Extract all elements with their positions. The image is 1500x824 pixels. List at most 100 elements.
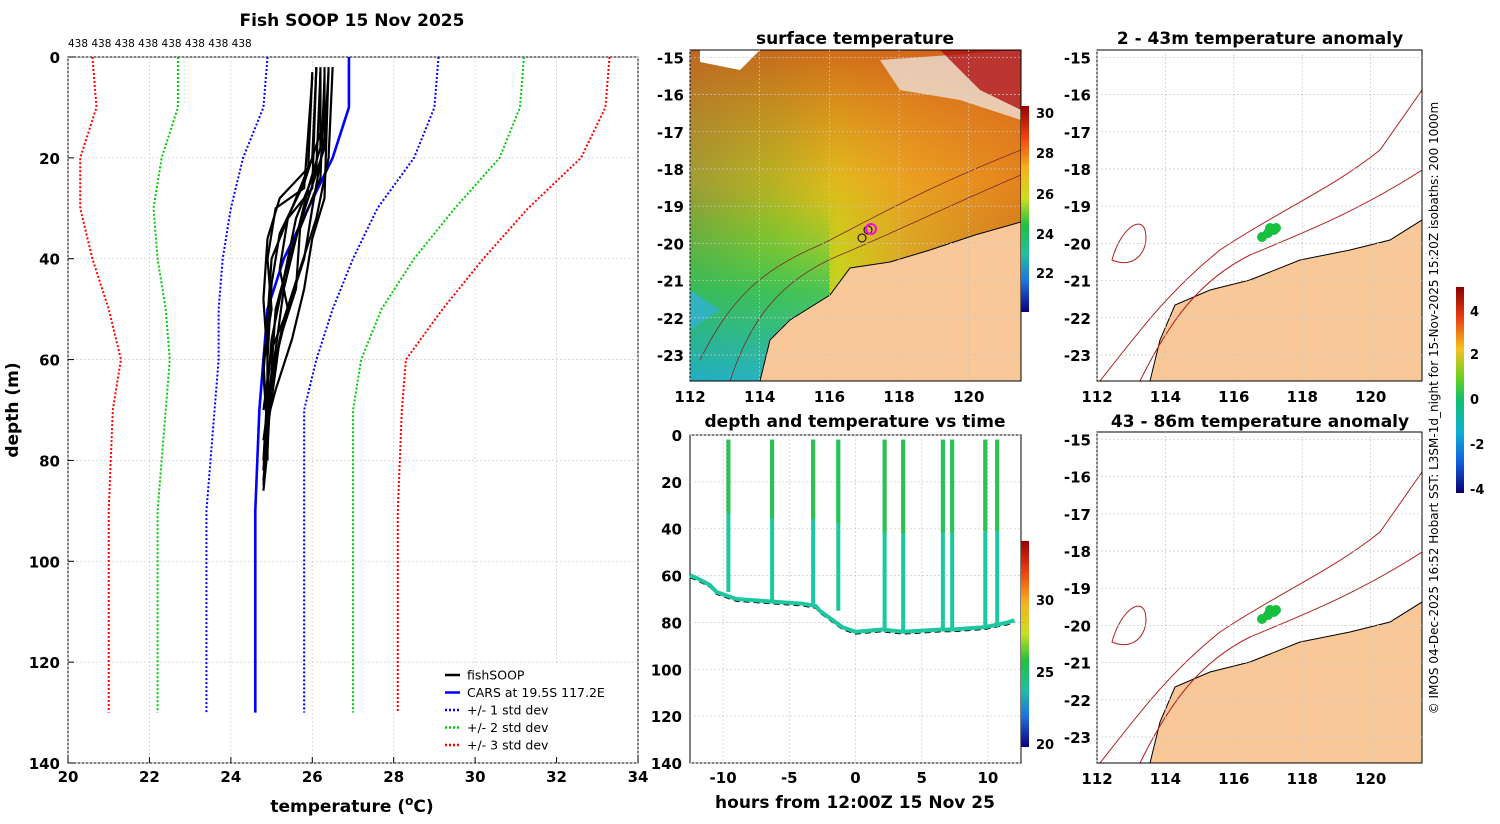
y-tick-label: 80 (39, 452, 60, 470)
x-tick-label: 118 (1287, 388, 1318, 406)
y-tick-label: -18 (657, 161, 684, 179)
colorbar-tick-label: 4 (1470, 305, 1479, 320)
x-tick-label: 34 (628, 768, 649, 786)
profile-title: Fish SOOP 15 Nov 2025 (240, 11, 465, 31)
colorbar-tick-label: 20 (1036, 738, 1054, 753)
y-tick-label: -17 (657, 124, 684, 142)
anomaly-top-panel: 2 - 43m temperature anomaly 112 114 116 118… (1064, 29, 1423, 406)
x-tick-label: 30 (465, 768, 486, 786)
time-grid (690, 434, 1021, 764)
legend-label: +/- 2 std dev (467, 720, 549, 735)
fish-soop-cast (262, 77, 314, 441)
y-tick-label: -15 (1064, 49, 1091, 67)
x-tick-label: 120 (953, 388, 984, 406)
fish-soop-cast (262, 67, 318, 411)
profile-x-ticks: 20 22 24 26 28 30 32 34 (58, 757, 649, 786)
anomaly-top-ticks: 112 114 116 118 120 -15 -16 -17 -18 -19 -20 -21 -22 -… (1064, 49, 1422, 406)
y-tick-label: 40 (661, 521, 682, 539)
x-tick-label: 116 (814, 388, 845, 406)
series--2-std-dev (352, 56, 525, 713)
y-tick-label: -17 (1064, 124, 1091, 142)
side-note: © IMOS 04-Dec-2025 16:52 Hobart SST: L3S… (1427, 102, 1441, 715)
time-casts (689, 439, 1016, 635)
time-colorbar (1021, 541, 1029, 747)
x-tick-label: 28 (383, 768, 404, 786)
y-tick-label: -16 (1064, 469, 1091, 487)
x-tick-label: 32 (546, 768, 567, 786)
x-tick-label: -10 (710, 769, 737, 787)
y-tick-label: -21 (1064, 273, 1091, 291)
anomaly-top-title: 2 - 43m temperature anomaly (1117, 29, 1403, 49)
profile-plot-area (67, 56, 639, 764)
series--2-std-dev (152, 57, 179, 713)
sst-colorbar (1021, 106, 1029, 312)
x-tick-label: 118 (1287, 770, 1318, 788)
sst-ticks: 112 114 116 118 120 -15 -16 -17 -18 -19 -20 -21 -22 -… (657, 49, 1021, 406)
legend-label: CARS at 19.5S 117.2E (467, 685, 605, 700)
sst-isobath-200 (729, 174, 1021, 381)
anomaly-colorbar (1456, 287, 1464, 493)
y-tick-label: -15 (657, 49, 684, 67)
x-tick-label: 26 (302, 768, 323, 786)
y-tick-label: -16 (1064, 87, 1091, 105)
y-tick-label: -18 (1064, 543, 1091, 561)
sst-isobath-1000 (699, 149, 1021, 361)
colorbar-tick-label: 30 (1036, 594, 1054, 609)
x-tick-label: 24 (220, 768, 241, 786)
profile-xlabel: temperature (oC) (270, 794, 433, 817)
profile-y-ticks: 0 20 40 60 80 100 120 140 (29, 49, 74, 773)
y-tick-label: 100 (651, 661, 682, 679)
anomaly-colorbar-ticks: 4 2 0 -2 -4 (1470, 305, 1484, 498)
anomaly-top-map (1097, 89, 1422, 381)
x-tick-label: 112 (1081, 388, 1112, 406)
time-xlabel: hours from 12:00Z 15 Nov 25 (715, 793, 995, 813)
x-tick-label: 20 (58, 768, 79, 786)
legend-label: +/- 3 std dev (467, 738, 549, 753)
legend-label: +/- 1 std dev (467, 703, 549, 718)
anomaly-bottom-ticks: 112 114 116 118 120 -15 -16 -17 -18 -19 -20 -21 -22 -… (1064, 431, 1422, 788)
y-tick-label: 20 (661, 474, 682, 492)
y-tick-label: -21 (1064, 655, 1091, 673)
x-tick-label: 120 (1355, 770, 1386, 788)
colorbar-tick-label: 22 (1036, 267, 1054, 282)
y-tick-label: 0 (50, 49, 60, 67)
colorbar-tick-label: 24 (1036, 228, 1054, 243)
y-tick-label: -20 (1064, 235, 1091, 253)
fish-soop-cast (266, 67, 330, 421)
anomaly-bottom-map (1097, 471, 1422, 763)
anomaly-marker (1265, 223, 1275, 233)
y-tick-label: 140 (651, 755, 682, 773)
y-tick-label: -22 (1064, 310, 1091, 328)
time-panel: depth and temperature vs time -10 -5 0 5 100… (651, 412, 1054, 813)
anomaly-bottom-panel: 43 - 86m temperature anomaly 112 114 116 11… (1064, 412, 1423, 788)
y-tick-label: -20 (1064, 617, 1091, 635)
plateau-isobath (1111, 223, 1147, 264)
y-tick-label: -23 (1064, 347, 1091, 365)
isobath-200 (1139, 551, 1422, 763)
colorbar-tick-label: 25 (1036, 666, 1054, 681)
y-tick-label: 20 (39, 150, 60, 168)
x-tick-label: 112 (1081, 770, 1112, 788)
y-tick-label: -19 (1064, 198, 1091, 216)
y-tick-label: -16 (657, 87, 684, 105)
y-tick-label: 40 (39, 251, 60, 269)
colorbar-tick-label: 30 (1036, 107, 1054, 122)
y-tick-label: 120 (651, 708, 682, 726)
profile-panel: Fish SOOP 15 Nov 2025 438 438 438 438 43… (3, 11, 648, 817)
x-tick-label: 114 (1150, 770, 1181, 788)
profile-ylabel: depth (m) (3, 362, 23, 457)
y-tick-label: -18 (1064, 161, 1091, 179)
y-tick-label: -15 (1064, 431, 1091, 449)
series--1-std-dev (303, 56, 440, 713)
y-tick-label: -21 (657, 273, 684, 291)
x-tick-label: 114 (744, 388, 775, 406)
y-tick-label: 140 (29, 755, 60, 773)
x-tick-label: -5 (781, 769, 798, 787)
y-tick-label: -19 (1064, 580, 1091, 598)
y-tick-label: -22 (657, 310, 684, 328)
fish-soop-cast (262, 72, 314, 461)
x-tick-label: 0 (850, 769, 860, 787)
y-tick-label: -23 (657, 347, 684, 365)
